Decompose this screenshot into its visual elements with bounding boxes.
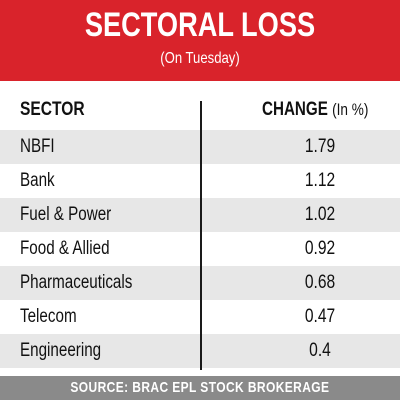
change-cell: 1.79 [304, 136, 336, 157]
change-cell: 1.12 [304, 170, 336, 191]
change-cell: 1.02 [304, 204, 336, 225]
sector-cell: Bank [20, 170, 55, 191]
sector-cell: Engineering [20, 340, 102, 361]
sector-cell: Fuel & Power [20, 204, 112, 225]
table-row: Telecom 0.47 [0, 300, 400, 334]
chart-subtitle: (On Tuesday) [160, 50, 240, 67]
column-header-change-label: CHANGE [262, 99, 328, 120]
source-text: SOURCE: BRAC EPL STOCK BROKERAGE [70, 379, 330, 396]
column-header-change: CHANGE (In %) [262, 99, 368, 121]
table-row: Food & Allied 0.92 [0, 232, 400, 266]
sector-cell: Telecom [20, 306, 77, 327]
source-footer: SOURCE: BRAC EPL STOCK BROKERAGE [0, 376, 400, 400]
sector-cell: NBFI [20, 136, 55, 157]
sector-cell: Food & Allied [20, 238, 110, 259]
column-header-sector: SECTOR [20, 99, 85, 120]
change-cell: 0.4 [309, 340, 331, 361]
column-header-unit: (In %) [332, 100, 369, 119]
change-cell: 0.92 [304, 238, 336, 259]
table-row: Bank 1.12 [0, 164, 400, 198]
column-divider [200, 101, 202, 370]
change-cell: 0.47 [304, 306, 336, 327]
table-header: SECTOR CHANGE (In %) [0, 96, 400, 126]
title-banner: SECTORAL LOSS (On Tuesday) [0, 0, 400, 81]
chart-title: SECTORAL LOSS [84, 6, 316, 44]
change-cell: 0.68 [304, 272, 336, 293]
sector-cell: Pharmaceuticals [20, 272, 133, 293]
